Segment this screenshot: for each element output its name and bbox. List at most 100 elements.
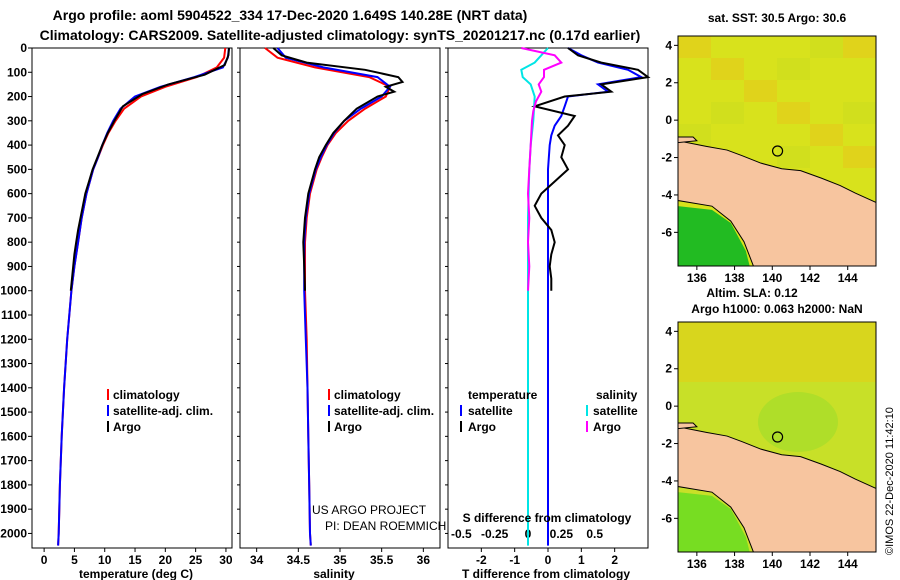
title-line-1: Argo profile: aoml 5904522_334 17-Dec-20…: [53, 7, 528, 23]
x-tick-label: 36: [417, 553, 431, 567]
sst-patch: [777, 146, 810, 168]
s-tick-label: 0.25: [550, 527, 574, 541]
depth-tick-label: 100: [7, 65, 27, 79]
x-tick-label: 0: [545, 553, 552, 567]
x-tick-label: 30: [219, 553, 233, 567]
legend-swatch-climatology: [328, 389, 330, 400]
x-tick-label: 34.5: [287, 553, 311, 567]
temperature-xlabel: temperature (deg C): [79, 567, 193, 580]
lon-tick-label: 138: [725, 271, 745, 285]
sst-patch: [711, 102, 744, 124]
pi-annotation: PI: DEAN ROEMMICH: [325, 519, 446, 533]
x-tick-label: 5: [71, 553, 78, 567]
sst-map-title: sat. SST: 30.5 Argo: 30.6: [708, 11, 847, 25]
x-tick-label: 35: [333, 553, 347, 567]
legend-label-argo: Argo: [334, 420, 362, 434]
depth-tick-label: 400: [7, 138, 27, 152]
lon-tick-label: 142: [800, 271, 820, 285]
lat-tick-label: -6: [661, 511, 672, 525]
lat-tick-label: -2: [661, 437, 672, 451]
series-line-s-argo: [521, 47, 563, 291]
lon-tick-label: 138: [725, 557, 745, 571]
depth-tick-label: 1300: [0, 357, 27, 371]
x-tick-label: 1: [578, 553, 585, 567]
s-tick-label: -0.25: [481, 527, 509, 541]
sst-patch: [711, 58, 744, 80]
sst-patch: [843, 102, 876, 124]
depth-tick-label: 600: [7, 187, 27, 201]
depth-tick-label: 2000: [0, 526, 27, 540]
legend-title-temperature: temperature: [468, 388, 538, 402]
float-location-marker: [771, 145, 784, 157]
legend-title-salinity: salinity: [596, 388, 638, 402]
depth-tick-label: 200: [7, 90, 27, 104]
depth-tick-label: 800: [7, 235, 27, 249]
land-new-guinea: [677, 426, 877, 553]
sst-patch: [843, 146, 876, 168]
difference-xlabel: T difference from climatology: [462, 567, 630, 580]
sla-map-title-2: Argo h1000: 0.063 h2000: NaN: [691, 302, 862, 316]
depth-tick-label: 1100: [1, 308, 27, 322]
lat-tick-label: 0: [665, 399, 672, 413]
sst-patch: [777, 58, 810, 80]
depth-tick-label: 500: [7, 162, 27, 176]
depth-tick-label: 1900: [0, 502, 27, 516]
x-tick-label: 25: [189, 553, 203, 567]
s-tick-label: -0.5: [451, 527, 472, 541]
float-location-marker: [771, 431, 784, 443]
sst-map: 136 138 140 142 144 4 2 0 -2 -4 -6: [661, 35, 877, 285]
temperature-panel-frame: [31, 47, 233, 549]
lat-tick-label: 4: [665, 38, 672, 52]
title-line-2: Climatology: CARS2009. Satellite-adjuste…: [40, 27, 641, 43]
temperature-plot: 0 5 10 15 20 25 30: [41, 47, 233, 567]
legend-label-climatology: climatology: [334, 388, 401, 402]
sla-patch: [758, 392, 838, 452]
depth-tick-label: 300: [7, 114, 27, 128]
legend-swatch-s-argo: [586, 421, 588, 432]
legend-label-argo: Argo: [113, 420, 141, 434]
series-line-argo: [69, 47, 230, 291]
lat-tick-label: -4: [661, 474, 672, 488]
lat-tick-label: 2: [665, 76, 672, 90]
lon-tick-label: 144: [838, 271, 858, 285]
x-tick-label: 2: [611, 553, 618, 567]
series-line-climatology: [57, 47, 227, 546]
lon-tick-label: 136: [687, 271, 707, 285]
series-line-satellite-adj-clim-: [57, 47, 230, 546]
x-tick-label: -1: [509, 553, 520, 567]
x-tick-label: -2: [476, 553, 487, 567]
depth-tick-label: 1800: [0, 478, 27, 492]
legend-label-s-satellite: satellite: [593, 404, 638, 418]
lon-tick-label: 140: [762, 557, 782, 571]
salinity-xlabel: salinity: [313, 567, 355, 580]
series-line-s-satellite: [520, 47, 549, 546]
depth-axis: 0 100 200 300 400 500 600 700 800 900 1000 1100 1200…: [0, 41, 448, 540]
temperature-legend: climatology satellite-adj. clim. Argo: [107, 388, 213, 434]
difference-plot: -2 -1 0 1 2-0.5 -0.25 0 0.25 0.5: [451, 47, 651, 567]
depth-tick-label: 1700: [0, 454, 27, 468]
sw-shelf-field: [678, 492, 750, 552]
legend-label-climatology: climatology: [113, 388, 180, 402]
sst-patch: [678, 36, 711, 58]
depth-tick-label: 1000: [0, 284, 27, 298]
lat-tick-label: -4: [661, 188, 672, 202]
legend-label-s-argo: Argo: [593, 420, 621, 434]
lon-tick-label: 142: [800, 557, 820, 571]
x-tick-label: 35.5: [370, 553, 394, 567]
salinity-plot: 34 34.5 35 35.5 36: [250, 47, 431, 567]
project-annotation: US ARGO PROJECT: [312, 503, 427, 517]
sla-map: 136 138 140 142 144 4 2 0 -2 -4 -6: [661, 321, 877, 571]
imos-credit: ©IMOS 22-Dec-2020 11:42:10: [884, 407, 896, 555]
legend-swatch-satellite: [107, 405, 109, 416]
depth-tick-label: 1200: [0, 332, 27, 346]
sst-patch: [843, 36, 876, 58]
series-line-t-satellite: [547, 47, 645, 546]
legend-swatch-t-satellite: [460, 405, 462, 416]
lat-tick-label: -6: [661, 225, 672, 239]
lon-tick-label: 136: [687, 557, 707, 571]
difference-legend: temperature salinity satellite Argo sate…: [460, 388, 638, 434]
legend-label-satellite: satellite-adj. clim.: [113, 404, 213, 418]
map-frame: [677, 321, 877, 553]
x-tick-label: 0: [41, 553, 48, 567]
